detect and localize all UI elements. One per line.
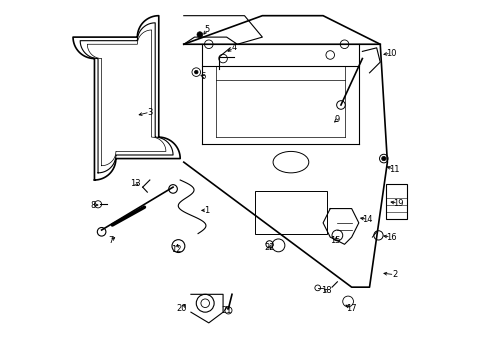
Text: 19: 19	[392, 199, 403, 208]
Text: 16: 16	[385, 233, 395, 242]
Text: 2: 2	[391, 270, 396, 279]
Text: 18: 18	[321, 286, 331, 295]
Text: 1: 1	[204, 206, 209, 215]
Text: 9: 9	[334, 115, 339, 124]
Text: 15: 15	[330, 236, 340, 245]
Text: 6: 6	[200, 72, 205, 81]
Text: 17: 17	[346, 304, 356, 313]
Text: 11: 11	[388, 165, 399, 174]
Text: 5: 5	[204, 26, 209, 35]
Text: 4: 4	[231, 43, 236, 52]
Bar	[255, 191, 326, 234]
Circle shape	[381, 157, 385, 161]
Text: 20: 20	[176, 304, 187, 313]
Text: 22: 22	[264, 243, 274, 252]
Text: 7: 7	[108, 236, 113, 245]
Text: 12: 12	[171, 245, 182, 254]
Text: 13: 13	[130, 179, 141, 188]
Text: 10: 10	[385, 49, 395, 58]
Text: 3: 3	[147, 108, 152, 117]
Text: 14: 14	[362, 215, 372, 224]
Circle shape	[194, 70, 198, 74]
Text: 8: 8	[90, 201, 95, 210]
Circle shape	[197, 32, 203, 37]
Text: 21: 21	[221, 306, 231, 315]
